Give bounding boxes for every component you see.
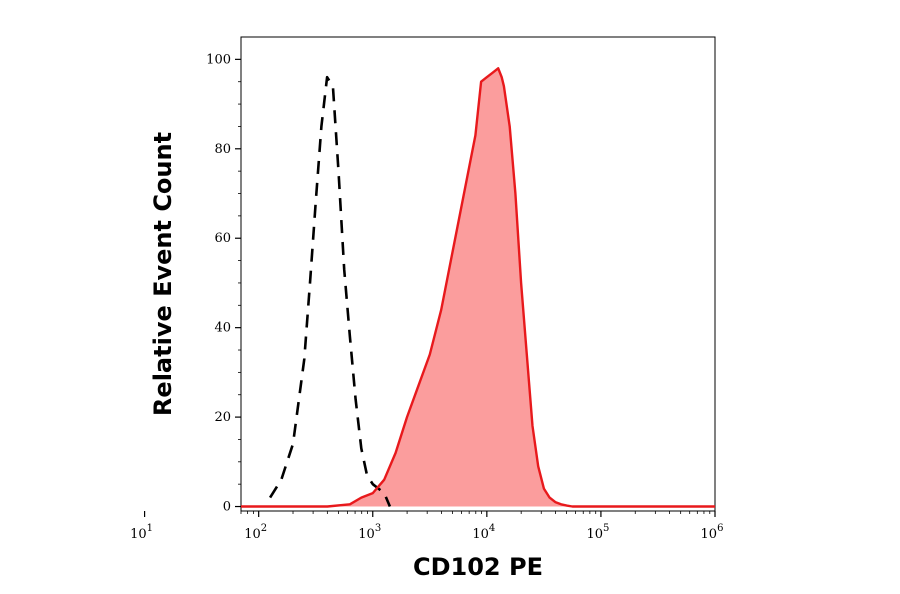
series-1-line [241, 67, 715, 508]
y-tick-label-4: 80 [214, 142, 231, 157]
y-tick-label-2: 40 [214, 321, 231, 336]
y-tick-label-1: 20 [214, 410, 231, 425]
x-tick-label-1: 102 [244, 523, 267, 542]
plot-frame [240, 36, 716, 512]
series-1-area [241, 68, 715, 507]
y-tick-label-5: 100 [206, 52, 231, 67]
y-tick-label-3: 60 [214, 231, 231, 246]
x-tick-label-5: 106 [701, 523, 724, 542]
x-tick-label-0: 101 [130, 523, 153, 542]
y-tick-label-0: 0 [223, 500, 231, 515]
x-axis-title: CD102 PE [413, 553, 543, 581]
x-tick-label-4: 105 [586, 523, 609, 542]
y-axis-title: Relative Event Count [149, 132, 177, 416]
x-tick-label-3: 104 [472, 523, 495, 542]
series-0-line [268, 75, 392, 508]
x-tick-label-2: 103 [358, 523, 381, 542]
